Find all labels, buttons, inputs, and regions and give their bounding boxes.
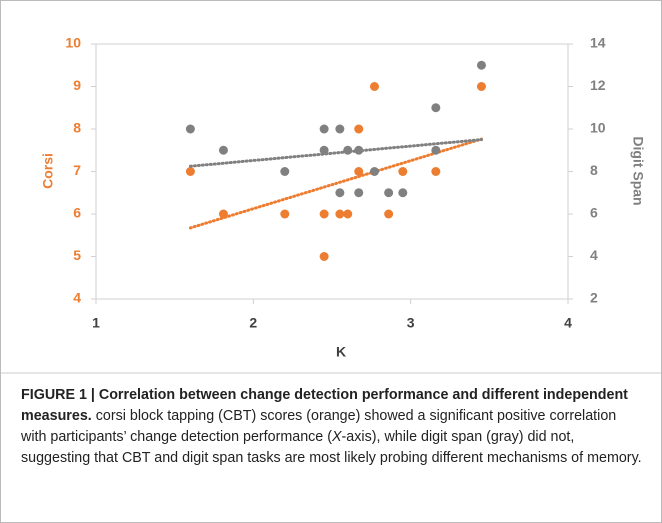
point [319, 252, 329, 261]
point [369, 82, 379, 91]
caption-text: corsi block tapping (CBT) scores (orange… [21, 408, 617, 445]
y2-tick-label: 6 [590, 205, 598, 221]
y2-tick-label: 8 [590, 162, 598, 178]
point [280, 167, 290, 176]
y2-tick-label: 12 [590, 77, 606, 93]
y2-tick-label: 14 [590, 35, 606, 51]
point [354, 124, 364, 134]
y-tick-label: 4 [73, 290, 81, 306]
point [335, 209, 345, 219]
point [384, 188, 394, 198]
x-tick-label: 4 [564, 315, 572, 331]
point [431, 145, 441, 155]
point [343, 209, 353, 219]
point [476, 82, 486, 91]
point [431, 103, 441, 113]
point [354, 167, 364, 176]
x-tick-label: 3 [407, 315, 415, 331]
plot-frame [95, 43, 569, 300]
point [185, 167, 195, 176]
y-tick-label: 8 [73, 120, 81, 136]
x-axis-label: K [336, 344, 346, 360]
point [280, 209, 290, 219]
y-tick-label: 9 [73, 77, 81, 93]
y2-tick-label: 10 [590, 120, 606, 136]
trendline [188, 137, 483, 230]
trendline [188, 138, 483, 168]
point [319, 145, 329, 155]
caption: FIGURE 1 | Correlation between change de… [21, 385, 645, 469]
y2-tick-label: 4 [590, 247, 598, 263]
point [319, 209, 329, 219]
y2-tick-label: 2 [590, 290, 598, 306]
point [218, 209, 228, 219]
point [185, 124, 195, 134]
y-axis-label: Corsi [40, 153, 56, 189]
point [398, 188, 408, 198]
x-tick-label: 1 [92, 315, 100, 331]
point [335, 188, 345, 198]
point [319, 124, 329, 134]
point [354, 145, 364, 155]
y-tick-label: 7 [73, 162, 81, 178]
point [398, 167, 408, 176]
point [476, 60, 486, 70]
y-tick-label: 6 [73, 205, 81, 221]
y-tick-label: 10 [65, 35, 81, 51]
caption-text: -axis), while digit span (gray) did not,… [21, 429, 642, 466]
y-tick-label: 5 [73, 247, 81, 263]
caption-text: X [332, 429, 342, 445]
point [218, 145, 228, 155]
y2-axis-label: Digit Span [630, 136, 646, 205]
x-tick-label: 2 [249, 315, 257, 331]
chart: K Corsi Digit Span 1 2 3 445678910246810121… [1, 35, 661, 374]
point [335, 124, 345, 134]
point [343, 145, 353, 155]
point [384, 209, 394, 219]
point [431, 167, 441, 176]
caption-title: FIGURE 1 | Correlation between change de… [21, 387, 628, 424]
point [354, 188, 364, 198]
point [369, 167, 379, 176]
